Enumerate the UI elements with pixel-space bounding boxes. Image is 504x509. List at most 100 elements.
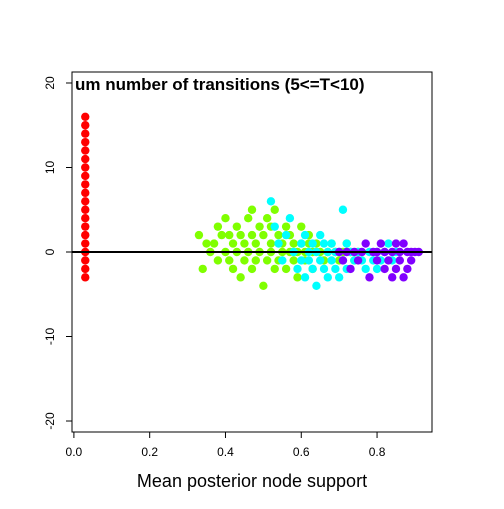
data-point-series-3 bbox=[316, 230, 325, 240]
data-point-series-4 bbox=[372, 256, 382, 265]
data-point-series-2 bbox=[194, 230, 204, 240]
data-point-series-4 bbox=[361, 239, 370, 248]
data-point-series-4 bbox=[338, 256, 348, 265]
data-point-series-1 bbox=[81, 256, 90, 265]
data-point-series-1 bbox=[81, 180, 90, 189]
data-point-series-2 bbox=[281, 222, 291, 231]
data-point-series-2 bbox=[217, 230, 226, 240]
data-point-series-2 bbox=[228, 264, 238, 274]
data-point-series-1 bbox=[81, 188, 90, 198]
data-point-series-2 bbox=[240, 256, 249, 265]
data-points bbox=[81, 112, 423, 291]
data-point-series-2 bbox=[274, 230, 283, 240]
data-point-series-2 bbox=[297, 222, 306, 231]
data-point-series-2 bbox=[270, 205, 279, 214]
data-point-series-1 bbox=[81, 222, 90, 231]
data-point-series-1 bbox=[81, 205, 90, 214]
data-point-series-1 bbox=[81, 154, 90, 164]
y-tick-label: -10 bbox=[43, 328, 57, 346]
x-tick-label: 0.2 bbox=[141, 445, 158, 459]
data-point-series-2 bbox=[266, 239, 276, 248]
data-point-series-3 bbox=[312, 281, 321, 291]
data-point-series-4 bbox=[391, 264, 401, 274]
data-point-series-2 bbox=[251, 239, 260, 248]
data-point-series-3 bbox=[281, 230, 291, 240]
data-point-series-2 bbox=[281, 264, 291, 274]
data-point-series-2 bbox=[236, 230, 245, 240]
data-point-series-4 bbox=[384, 256, 393, 265]
data-point-series-2 bbox=[213, 222, 223, 231]
data-point-series-2 bbox=[236, 273, 245, 282]
data-point-series-2 bbox=[262, 256, 272, 265]
data-point-series-2 bbox=[293, 273, 302, 282]
data-point-series-2 bbox=[262, 213, 272, 223]
data-point-series-4 bbox=[391, 239, 401, 248]
x-tick-label: 0.4 bbox=[217, 445, 234, 459]
data-point-series-4 bbox=[365, 273, 374, 282]
data-point-series-2 bbox=[202, 239, 211, 248]
data-point-series-2 bbox=[225, 256, 234, 265]
data-point-series-2 bbox=[247, 205, 257, 214]
data-point-series-4 bbox=[380, 264, 389, 274]
data-point-series-3 bbox=[300, 273, 310, 282]
data-point-series-3 bbox=[304, 256, 314, 265]
data-point-series-3 bbox=[316, 256, 325, 265]
y-tick-label: -20 bbox=[43, 412, 57, 430]
x-tick-label: 0.6 bbox=[293, 445, 310, 459]
data-point-series-3 bbox=[308, 264, 317, 274]
y-tick-label: 10 bbox=[43, 160, 57, 174]
data-point-series-1 bbox=[81, 197, 90, 206]
y-tick-label: 20 bbox=[43, 76, 57, 90]
data-point-series-2 bbox=[228, 239, 238, 248]
data-point-series-1 bbox=[81, 239, 90, 248]
data-point-series-3 bbox=[266, 197, 276, 206]
data-point-series-3 bbox=[297, 256, 306, 265]
data-point-series-3 bbox=[323, 273, 332, 282]
data-point-series-2 bbox=[221, 213, 230, 223]
data-point-series-4 bbox=[399, 239, 408, 248]
data-point-series-1 bbox=[81, 163, 90, 172]
x-tick-label: 0.0 bbox=[66, 445, 83, 459]
data-point-series-1 bbox=[81, 213, 90, 223]
data-point-series-4 bbox=[376, 239, 386, 248]
data-point-series-3 bbox=[297, 239, 306, 248]
data-point-series-3 bbox=[384, 239, 393, 248]
data-point-series-3 bbox=[327, 239, 336, 248]
x-axis-title: Mean posterior node support bbox=[137, 471, 367, 491]
data-point-series-1 bbox=[81, 129, 90, 138]
data-point-series-3 bbox=[331, 264, 340, 274]
data-point-series-3 bbox=[270, 222, 279, 231]
data-point-series-1 bbox=[81, 171, 90, 181]
data-point-series-4 bbox=[403, 264, 412, 274]
data-point-series-2 bbox=[247, 230, 257, 240]
data-point-series-4 bbox=[388, 273, 397, 282]
plot-title: um number of transitions (5<=T<10) bbox=[75, 75, 365, 94]
data-point-series-2 bbox=[244, 213, 253, 223]
data-point-series-2 bbox=[198, 264, 207, 274]
data-point-series-2 bbox=[270, 264, 279, 274]
data-point-series-1 bbox=[81, 112, 90, 121]
data-point-series-4 bbox=[406, 256, 416, 265]
data-point-series-1 bbox=[81, 121, 90, 130]
data-point-series-3 bbox=[278, 256, 287, 265]
data-point-series-3 bbox=[319, 239, 329, 248]
data-point-series-4 bbox=[399, 273, 408, 282]
data-point-series-1 bbox=[81, 137, 90, 147]
data-point-series-3 bbox=[300, 230, 310, 240]
data-point-series-2 bbox=[213, 256, 223, 265]
data-point-series-1 bbox=[81, 230, 90, 240]
data-point-series-2 bbox=[255, 222, 264, 231]
y-tick-label: 0 bbox=[43, 248, 57, 255]
data-point-series-4 bbox=[395, 256, 404, 265]
data-point-series-2 bbox=[232, 222, 242, 231]
data-point-series-3 bbox=[361, 264, 370, 274]
data-point-series-3 bbox=[285, 213, 295, 223]
data-point-series-2 bbox=[247, 264, 257, 274]
data-point-series-2 bbox=[259, 230, 268, 240]
data-point-series-3 bbox=[274, 239, 283, 248]
data-point-series-4 bbox=[346, 264, 355, 274]
data-point-series-3 bbox=[319, 264, 329, 274]
data-point-series-3 bbox=[342, 239, 351, 248]
